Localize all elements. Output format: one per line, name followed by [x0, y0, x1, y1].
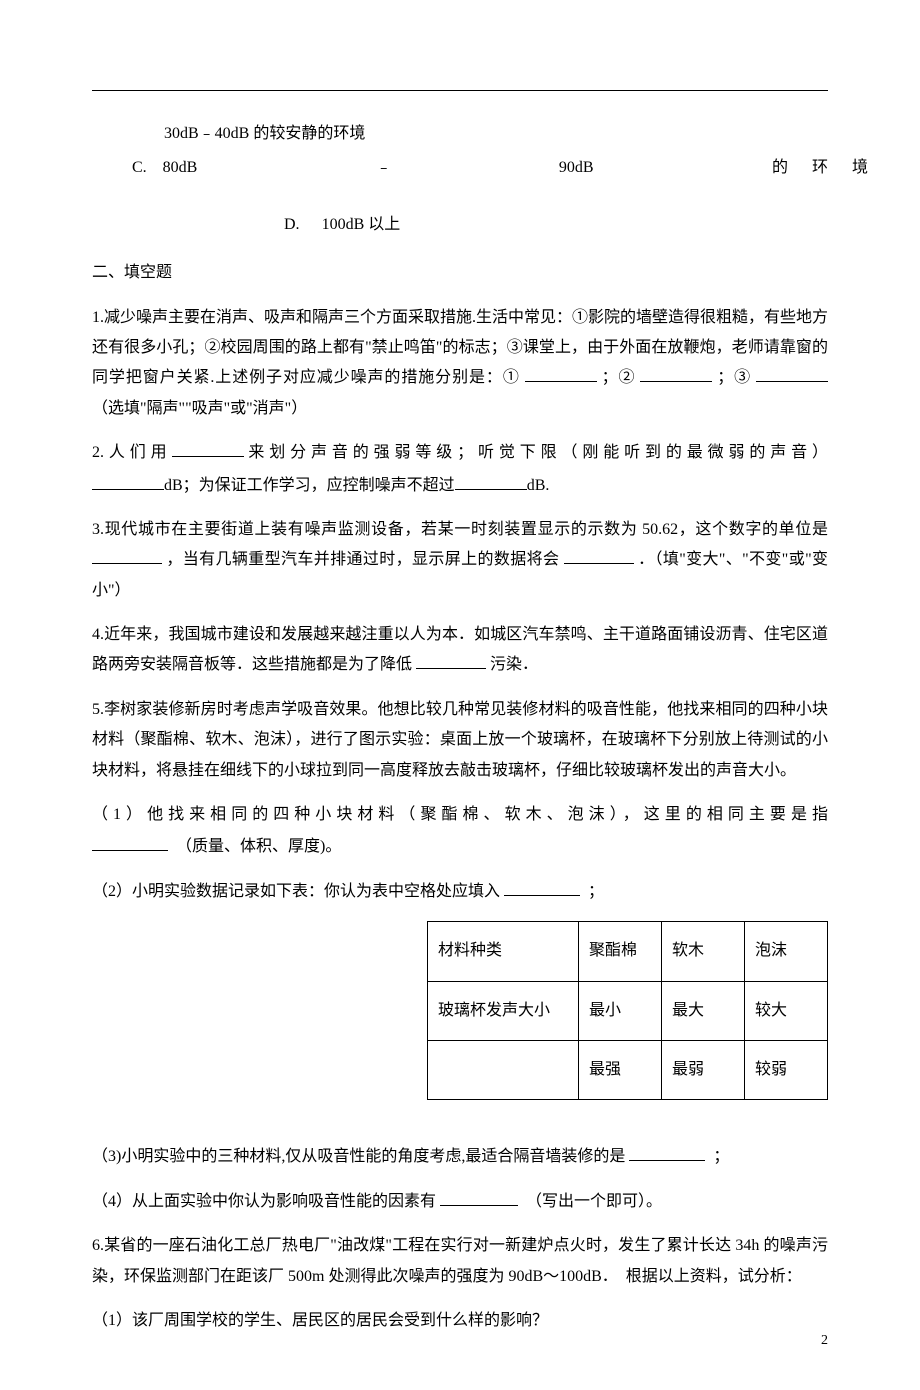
option-d-text: 100dB 以上: [322, 216, 401, 233]
page-number: 2: [821, 1328, 828, 1355]
table-cell: 最弱: [662, 1040, 745, 1099]
question-5-sub1-line2: （质量、体积、厚度)。: [92, 832, 828, 862]
table-cell: 玻璃杯发声大小: [428, 981, 579, 1040]
q2-blank-1: [172, 439, 244, 457]
option-c: C. 80dB ﹣ 90dB 的 环 境: [92, 153, 868, 183]
question-5-intro: 5.李树家装修新房时考虑声学吸音效果。他想比较几种常见装修材料的吸音性能，他找来…: [92, 695, 828, 786]
option-c-char-huan: 环: [812, 153, 828, 183]
q1-blank-1: [525, 365, 597, 383]
question-6-intro: 6.某省的一座石油化工总厂热电厂"油改煤"工程在实行对一新建炉点火时，发生了累计…: [92, 1231, 828, 1292]
q5-sub2-text-a: （2）小明实验数据记录如下表：你认为表中空格处应填入: [92, 883, 500, 900]
q1-text-4: （选填"隔声""吸声"或"消声"）: [92, 400, 307, 417]
q5-sub1-text-b: （质量、体积、厚度)。: [176, 838, 341, 855]
q2-text-4: dB.: [527, 477, 550, 494]
option-d-label: D.: [284, 216, 300, 233]
materials-table: 材料种类 聚酯棉 软木 泡沫 玻璃杯发声大小 最小 最大 较大 最强 最弱 较弱: [427, 921, 828, 1100]
table-cell: 聚酯棉: [579, 922, 662, 981]
question-5-sub2: （2）小明实验数据记录如下表：你认为表中空格处应填入 ；: [92, 877, 828, 907]
table-cell: 材料种类: [428, 922, 579, 981]
table-cell: 泡沫: [745, 922, 828, 981]
q1-text-3: ；③: [717, 369, 751, 386]
q5-sub4-blank: [440, 1188, 518, 1206]
q5-sub4-text-a: （4）从上面实验中你认为影响吸音性能的因素有: [92, 1193, 436, 1210]
option-d: D. 100dB 以上: [92, 210, 828, 240]
option-c-value-b: 90dB: [559, 153, 619, 183]
question-5-sub4: （4）从上面实验中你认为影响吸音性能的因素有 （写出一个即可）。: [92, 1187, 828, 1217]
q3-blank-1: [92, 547, 162, 565]
option-c-char-jing: 境: [852, 153, 868, 183]
q3-text-2: ，当有几辆重型汽车并排通过时，显示屏上的数据将会: [166, 551, 559, 568]
question-2: 2.人们用 来划分声音的强弱等级；听觉下限（刚能听到的最微弱的声音）: [92, 438, 828, 468]
q1-blank-3: [756, 365, 828, 383]
q4-text-2: 污染．: [490, 656, 538, 673]
option-b: 30dB﹣40dB 的较安静的环境: [92, 119, 828, 149]
table-cell: 软木: [662, 922, 745, 981]
section-2-title: 二、填空题: [92, 258, 828, 288]
q3-blank-2: [564, 547, 634, 565]
q5-sub2-text-b: ；: [588, 883, 604, 900]
option-c-char-de: 的: [772, 153, 788, 183]
table-cell: 较弱: [745, 1040, 828, 1099]
question-3: 3.现代城市在主要街道上装有噪声监测设备，若某一时刻装置显示的示数为 50.62…: [92, 515, 828, 606]
table-cell: 最大: [662, 981, 745, 1040]
question-6-sub1: （1）该厂周围学校的学生、居民区的居民会受到什么样的影响？: [92, 1306, 828, 1336]
q2-blank-3: [455, 472, 527, 490]
question-2-line2: dB；为保证工作学习，应控制噪声不超过 dB.: [92, 471, 828, 501]
q5-sub1-blank: [92, 834, 168, 852]
question-5-sub1: （1）他找来相同的四种小块材料（聚酯棉、软木、泡沫），这里的相同主要是指: [92, 800, 828, 830]
q2-text-1: 2.人们用: [92, 444, 172, 461]
q2-blank-2: [92, 472, 164, 490]
q2-text-3: dB；为保证工作学习，应控制噪声不超过: [164, 477, 455, 494]
q1-blank-2: [640, 365, 712, 383]
option-c-dash: ﹣: [376, 153, 406, 183]
q5-sub3-text-a: （3)小明实验中的三种材料,仅从吸音性能的角度考虑,最适合隔音墙装修的是: [92, 1148, 625, 1165]
q4-blank-1: [416, 652, 486, 670]
table-row: 最强 最弱 较弱: [428, 1040, 828, 1099]
horizontal-rule: [92, 90, 828, 91]
table-cell: [428, 1040, 579, 1099]
table-cell: 较大: [745, 981, 828, 1040]
table-cell: 最强: [579, 1040, 662, 1099]
q5-sub3-text-b: ；: [713, 1148, 729, 1165]
option-c-label: C.: [132, 153, 147, 183]
table-row: 玻璃杯发声大小 最小 最大 较大: [428, 981, 828, 1040]
question-5-sub3: （3)小明实验中的三种材料,仅从吸音性能的角度考虑,最适合隔音墙装修的是 ；: [92, 1142, 828, 1172]
q3-text-1: 3.现代城市在主要街道上装有噪声监测设备，若某一时刻装置显示的示数为 50.62…: [92, 521, 828, 538]
q5-sub1-text-a: （1）他找来相同的四种小块材料（聚酯棉、软木、泡沫），这里的相同主要是指: [92, 806, 828, 823]
q5-sub4-text-b: （写出一个即可）。: [526, 1193, 662, 1210]
table-row: 材料种类 聚酯棉 软木 泡沫: [428, 922, 828, 981]
question-1: 1.减少噪声主要在消声、吸声和隔声三个方面采取措施.生活中常见：①影院的墙壁造得…: [92, 303, 828, 425]
question-4: 4.近年来，我国城市建设和发展越来越注重以人为本．如城区汽车禁鸣、主干道路面铺设…: [92, 620, 828, 681]
table-cell: 最小: [579, 981, 662, 1040]
q5-sub3-blank: [629, 1144, 705, 1162]
option-c-value-a: 80dB: [163, 153, 223, 183]
q5-sub2-blank: [504, 878, 580, 896]
q1-text-2: ；②: [602, 369, 636, 386]
q2-text-2: 来划分声音的强弱等级；听觉下限（刚能听到的最微弱的声音）: [244, 444, 828, 461]
